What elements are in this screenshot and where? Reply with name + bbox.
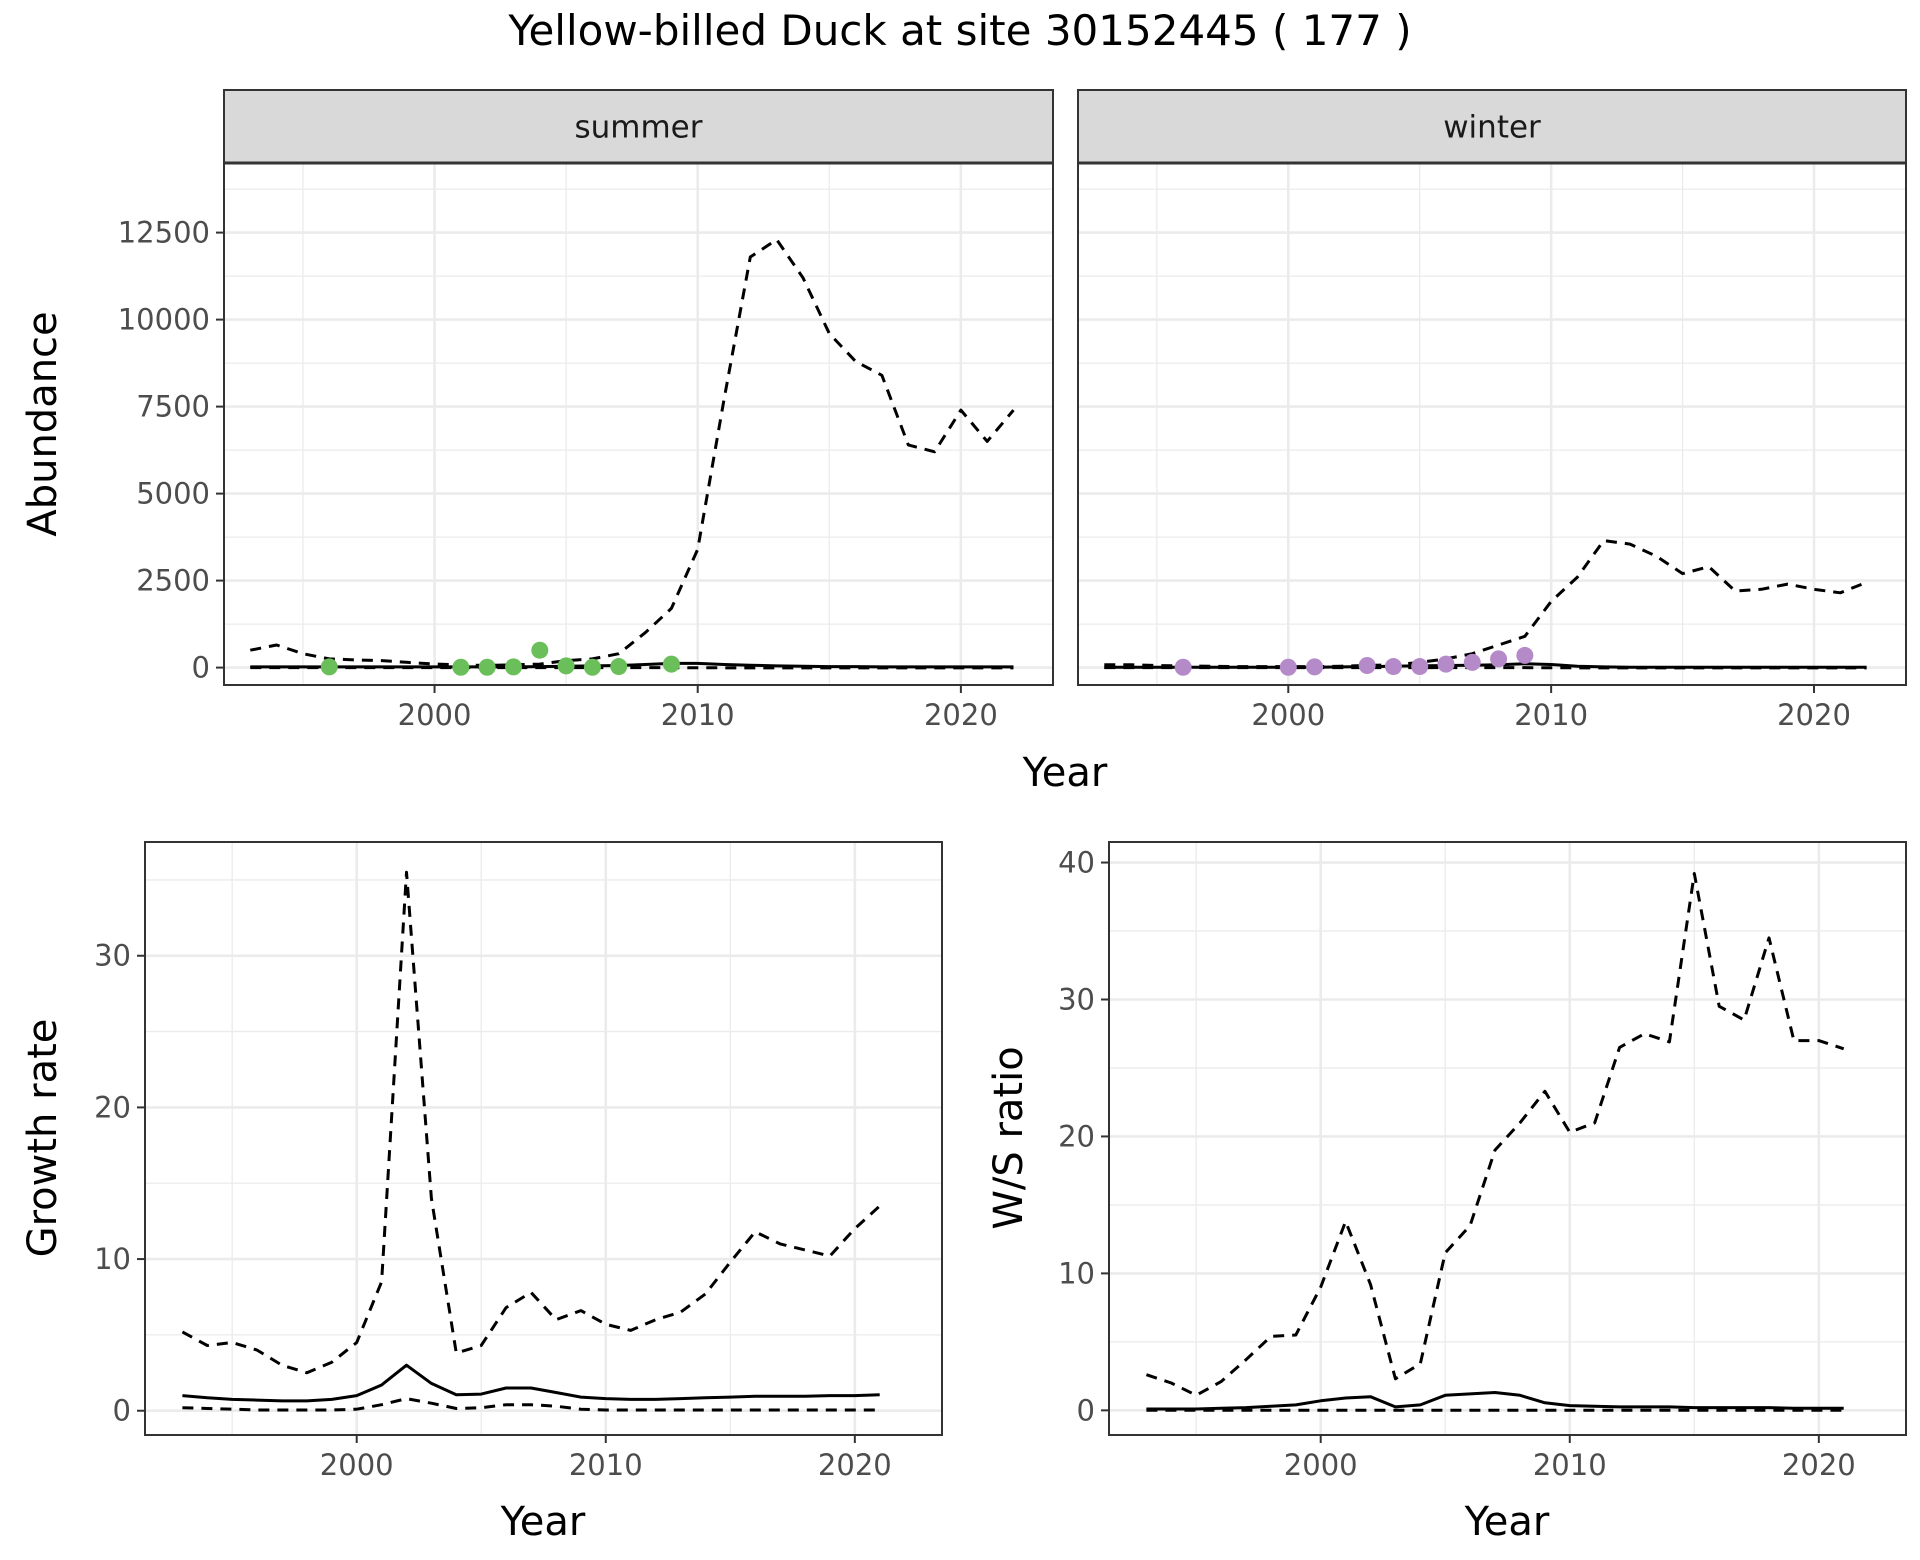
panel-background bbox=[224, 163, 1053, 685]
x-tick-label: 2010 bbox=[661, 698, 735, 732]
series-line-dashed-0 bbox=[1145, 872, 1845, 1397]
x-tick-label: 2010 bbox=[1514, 698, 1588, 732]
x-tick-label: 2020 bbox=[1777, 698, 1851, 732]
y-axis-title-ratio: W/S ratio bbox=[986, 1046, 1032, 1229]
x-axis-title-abundance: Year bbox=[1022, 750, 1108, 796]
data-point bbox=[1384, 658, 1402, 676]
data-point bbox=[320, 658, 338, 676]
data-point bbox=[1306, 658, 1324, 676]
y-tick-label: 0 bbox=[1077, 1393, 1095, 1427]
series-line-dashed-2 bbox=[182, 1397, 880, 1412]
y-tick-label: 0 bbox=[192, 651, 210, 685]
y-axis-title-growth: Growth rate bbox=[20, 1019, 66, 1258]
panel-background bbox=[145, 842, 942, 1435]
x-tick-label: 2010 bbox=[1533, 1448, 1607, 1482]
data-point bbox=[583, 658, 601, 676]
series-line-solid-1 bbox=[182, 1363, 880, 1403]
series-line-dashed-0 bbox=[1104, 539, 1868, 669]
y-tick-label: 5000 bbox=[136, 477, 210, 511]
y-axis-title-abundance: Abundance bbox=[20, 311, 66, 536]
data-point bbox=[1279, 658, 1297, 676]
y-tick-label: 7500 bbox=[136, 390, 210, 424]
x-tick-label: 2010 bbox=[569, 1448, 643, 1482]
y-tick-label: 10 bbox=[1058, 1256, 1095, 1290]
y-tick-label: 10 bbox=[94, 1242, 131, 1276]
data-point bbox=[1411, 658, 1429, 676]
data-point bbox=[610, 658, 628, 676]
data-point bbox=[1174, 658, 1192, 676]
data-point bbox=[557, 657, 575, 675]
x-tick-label: 2020 bbox=[818, 1448, 892, 1482]
y-tick-label: 2500 bbox=[136, 564, 210, 598]
series-line-dashed-0 bbox=[181, 870, 881, 1375]
x-tick-label: 2000 bbox=[320, 1448, 394, 1482]
panel-summer: summer 2000 2010 2020 0 2500 5000 7500 10000 1250… bbox=[118, 89, 1054, 732]
x-tick-label: 2000 bbox=[398, 698, 472, 732]
data-point bbox=[1516, 646, 1534, 664]
panel-winter: winter 2000 2010 2020 bbox=[1077, 89, 1907, 732]
facet-strip bbox=[1077, 89, 1907, 164]
x-tick-label: 2000 bbox=[1284, 1448, 1358, 1482]
x-axis-title-ratio: Year bbox=[1464, 1499, 1550, 1545]
y-tick-label: 20 bbox=[94, 1090, 131, 1124]
data-point bbox=[504, 658, 522, 676]
data-point bbox=[452, 658, 470, 676]
y-tick-label: 0 bbox=[113, 1394, 131, 1428]
y-tick-label: 12500 bbox=[118, 216, 210, 250]
data-point bbox=[1437, 655, 1455, 673]
x-axis-title-growth: Year bbox=[500, 1499, 586, 1545]
series-line-solid-1 bbox=[1146, 1391, 1844, 1411]
data-point bbox=[531, 641, 549, 659]
data-point bbox=[478, 658, 496, 676]
x-tick-label: 2000 bbox=[1251, 698, 1325, 732]
y-tick-label: 30 bbox=[1058, 982, 1095, 1016]
facet-strip-label: winter bbox=[1443, 110, 1541, 146]
panel-background bbox=[1109, 842, 1906, 1435]
data-point bbox=[1463, 653, 1481, 671]
data-point bbox=[1358, 657, 1376, 675]
facet-strip-label: summer bbox=[574, 110, 702, 146]
data-point bbox=[662, 655, 680, 673]
series-line-dashed-0 bbox=[250, 238, 1015, 667]
y-tick-label: 10000 bbox=[118, 303, 210, 337]
panel-border bbox=[144, 841, 943, 1436]
y-tick-label: 20 bbox=[1058, 1119, 1095, 1153]
figure-title: Yellow-billed Duck at site 30152445 ( 17… bbox=[508, 6, 1412, 55]
panel-ratio: 2000 2010 2020 0 10 20 30 40 bbox=[1058, 841, 1907, 1482]
x-tick-label: 2020 bbox=[924, 698, 998, 732]
panel-border bbox=[1108, 841, 1907, 1436]
facet-strip bbox=[223, 89, 1054, 164]
panel-background bbox=[1078, 163, 1906, 685]
data-point bbox=[1490, 650, 1508, 668]
panel-growth: 2000 2010 2020 0 10 20 30 bbox=[94, 841, 943, 1482]
y-tick-label: 30 bbox=[94, 939, 131, 973]
y-tick-label: 40 bbox=[1058, 846, 1095, 880]
x-tick-label: 2020 bbox=[1782, 1448, 1856, 1482]
